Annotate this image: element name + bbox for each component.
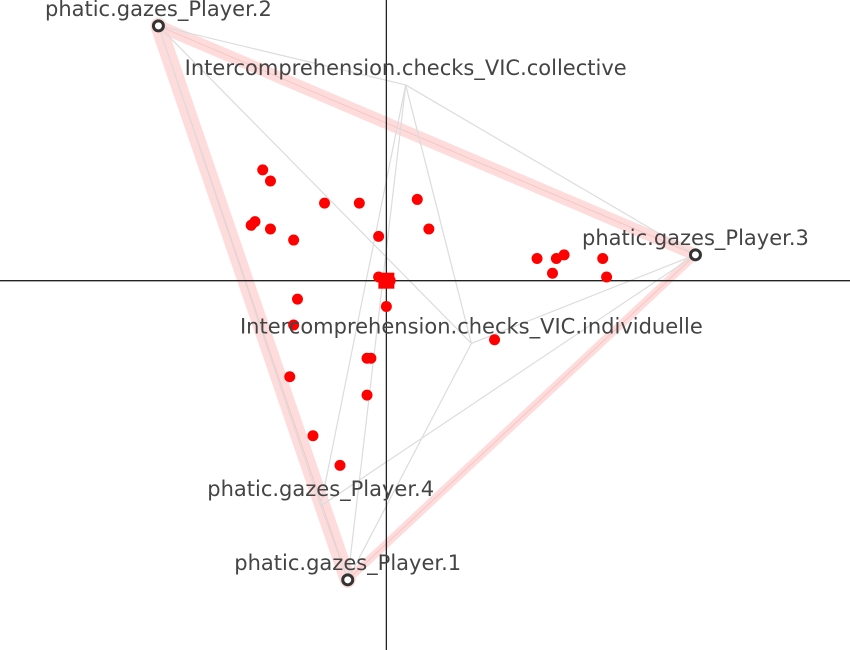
edge-line	[347, 84, 407, 580]
data-point	[423, 223, 435, 235]
data-point	[292, 293, 303, 305]
data-point	[264, 223, 276, 235]
edge-line	[320, 84, 407, 507]
strong-edge-outline	[158, 25, 696, 256]
nodes-layer	[151, 19, 702, 587]
node-label: phatic.gazes_Player.2	[45, 0, 272, 22]
data-point	[288, 234, 300, 246]
node-marker	[151, 19, 165, 33]
data-point	[257, 164, 269, 176]
node-label: phatic.gazes_Player.3	[582, 226, 809, 251]
data-point	[288, 319, 300, 331]
data-point	[601, 271, 613, 283]
edge-line	[158, 25, 406, 86]
data-point	[411, 193, 423, 205]
strong-edge-outline	[347, 254, 696, 581]
edge-line	[405, 84, 696, 256]
data-point	[531, 253, 543, 265]
data-point	[373, 230, 385, 242]
data-point	[380, 301, 392, 313]
edge-line	[320, 505, 349, 581]
edge-line	[347, 343, 472, 581]
data-point	[365, 352, 377, 364]
labels-layer: phatic.gazes_Player.2 Intercomprehension.…	[45, 0, 809, 576]
mean-point	[378, 272, 395, 289]
data-point	[249, 216, 261, 228]
edge-line	[320, 254, 696, 507]
edge-line	[471, 254, 696, 345]
node-label: phatic.gazes_Player.1	[234, 551, 461, 576]
data-point	[319, 197, 331, 209]
edges-layer	[157, 25, 696, 581]
data-point	[353, 197, 365, 209]
data-point	[307, 430, 319, 442]
data-point	[489, 334, 501, 346]
data-point	[597, 253, 609, 265]
node-label: phatic.gazes_Player.4	[207, 477, 434, 502]
points-layer	[245, 164, 613, 471]
edge-line	[157, 25, 472, 344]
data-point	[334, 459, 346, 471]
edge-line	[405, 84, 472, 344]
data-point	[284, 371, 296, 383]
data-point	[264, 175, 276, 187]
data-point	[558, 249, 570, 261]
node-marker	[688, 248, 702, 262]
data-point	[361, 389, 373, 401]
node-marker	[341, 573, 355, 587]
edge-line	[157, 25, 322, 507]
data-point	[547, 267, 558, 279]
node-label: Intercomprehension.checks_VIC.individuel…	[240, 314, 703, 339]
node-label: Intercomprehension.checks_VIC.collective	[185, 56, 627, 81]
